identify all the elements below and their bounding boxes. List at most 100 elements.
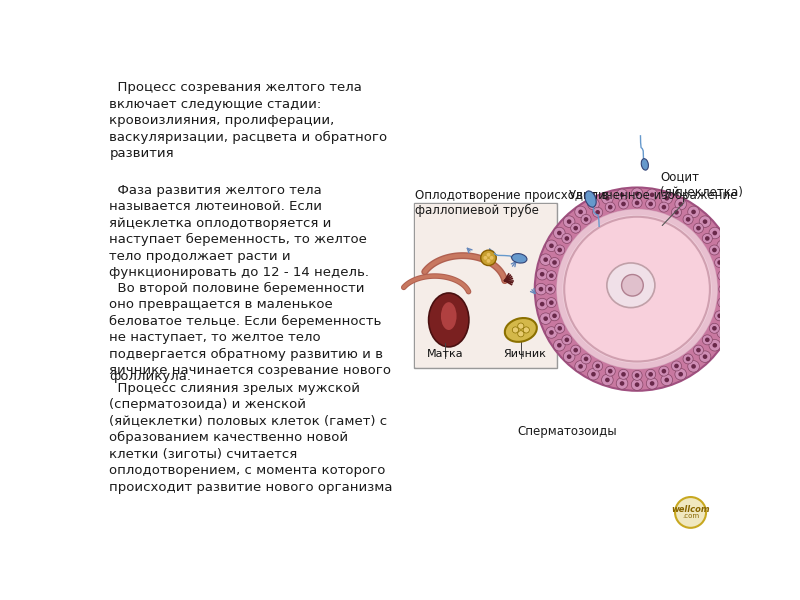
Circle shape [671,361,682,371]
Circle shape [709,227,721,239]
Circle shape [726,316,730,321]
Circle shape [721,301,725,305]
Text: Во второй половине беременности
оно превращается в маленькое
беловатое тельце. Е: Во второй половине беременности оно прев… [110,281,391,377]
Circle shape [702,335,712,345]
Circle shape [550,311,559,321]
Circle shape [720,330,725,335]
Ellipse shape [505,318,537,342]
Circle shape [543,257,548,262]
Circle shape [593,361,602,371]
Text: Процесс слияния зрелых мужской
(сперматозоида) и женской
(яйцеклетки) половых кл: Процесс слияния зрелых мужской (спермато… [110,382,393,494]
Circle shape [536,268,548,280]
Circle shape [631,188,643,199]
Text: Фаза развития желтого тела
называется лютеиновой. Если
яйцеклетка оплодотворяетс: Фаза развития желтого тела называется лю… [110,184,370,279]
Circle shape [702,220,707,224]
Circle shape [705,236,710,241]
Circle shape [646,377,658,389]
Circle shape [696,226,701,230]
Circle shape [710,323,719,333]
Circle shape [549,274,554,278]
Circle shape [563,351,575,362]
Circle shape [620,381,624,386]
Circle shape [564,217,710,362]
Circle shape [574,361,586,372]
Circle shape [518,331,524,337]
Circle shape [552,313,557,318]
Circle shape [602,193,613,204]
Circle shape [709,340,721,351]
Circle shape [646,189,658,200]
Circle shape [719,284,729,294]
Text: Яичник: Яичник [503,349,546,359]
Circle shape [546,240,558,251]
Circle shape [549,330,554,335]
Text: wellcom: wellcom [671,505,710,514]
Circle shape [481,250,496,266]
Circle shape [554,340,565,351]
Circle shape [566,220,571,224]
Circle shape [731,287,735,292]
Circle shape [712,326,717,331]
Circle shape [490,256,494,260]
Circle shape [718,313,722,318]
Circle shape [546,327,558,338]
Circle shape [622,275,643,296]
Circle shape [699,351,711,362]
Circle shape [602,374,613,386]
Circle shape [574,348,578,352]
Circle shape [595,364,600,368]
Circle shape [659,366,669,376]
Circle shape [548,287,553,292]
Circle shape [730,302,734,307]
Ellipse shape [440,301,458,331]
Circle shape [675,198,686,210]
Circle shape [726,298,738,310]
Circle shape [562,233,572,244]
Circle shape [563,216,575,227]
Ellipse shape [429,293,469,347]
Circle shape [648,202,653,206]
Circle shape [717,327,729,338]
Circle shape [699,216,711,227]
Circle shape [621,202,626,206]
Circle shape [574,206,586,218]
Circle shape [562,335,572,345]
Text: Процесс созревания желтого тела
включает следующие стадии:
кровоизлияния, пролиф: Процесс созревания желтого тела включает… [110,81,387,160]
Circle shape [557,343,562,347]
Circle shape [632,370,642,380]
Circle shape [648,372,653,377]
Text: Увеличенное изображение: Увеличенное изображение [569,189,738,202]
Text: Ооцит
(яйцеклетка): Ооцит (яйцеклетка) [660,170,743,226]
Circle shape [549,244,554,248]
Circle shape [536,298,548,310]
Circle shape [534,187,739,391]
Circle shape [558,211,716,368]
Circle shape [688,206,699,218]
Circle shape [546,284,555,294]
Circle shape [686,217,690,221]
Circle shape [540,272,545,277]
Circle shape [665,196,669,200]
Circle shape [535,283,546,295]
Ellipse shape [512,254,527,263]
Circle shape [678,202,683,206]
Circle shape [650,381,654,386]
Text: Сперматозоиды: Сперматозоиды [518,425,617,439]
Circle shape [574,226,578,230]
Ellipse shape [585,191,596,207]
Circle shape [659,202,669,212]
Circle shape [486,259,490,263]
Circle shape [702,233,712,244]
Circle shape [554,245,565,255]
Text: Оплодотворение происходит в
фаллопиевой трубе: Оплодотворение происходит в фаллопиевой … [414,189,608,217]
Circle shape [726,257,730,262]
Circle shape [552,260,557,265]
Circle shape [671,207,682,217]
Circle shape [570,345,581,355]
Circle shape [722,287,726,292]
Circle shape [606,366,615,376]
Circle shape [661,193,673,204]
Circle shape [616,377,628,389]
Ellipse shape [737,308,750,317]
Circle shape [722,313,734,325]
